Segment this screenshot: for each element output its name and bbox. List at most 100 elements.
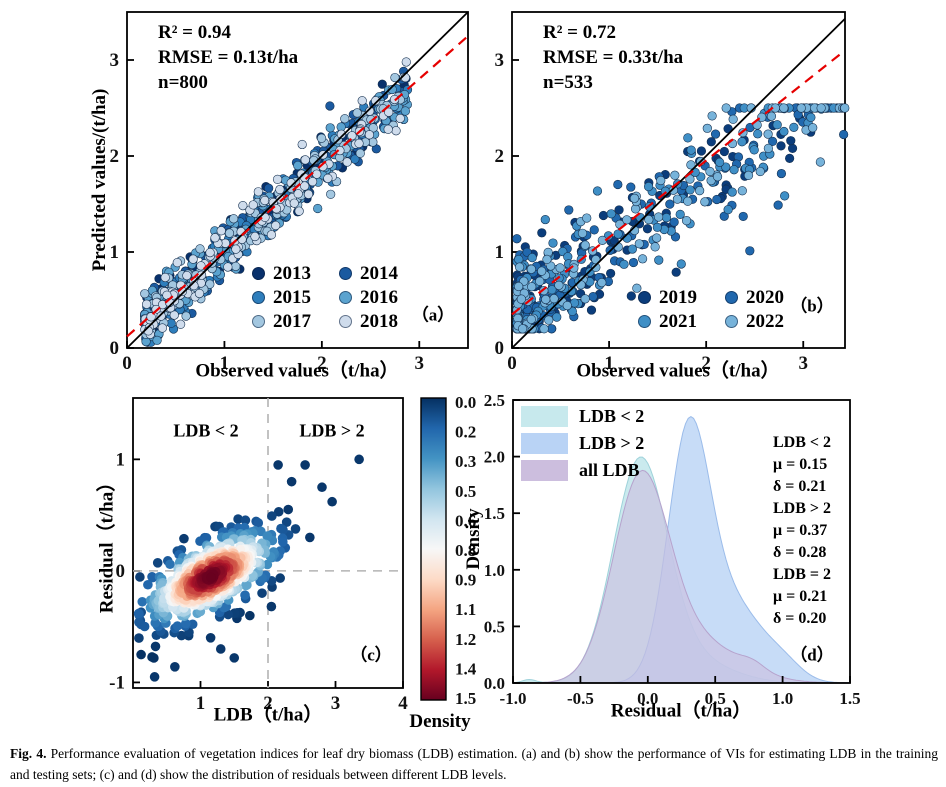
panel-d-stats: LDB < 2 μ = 0.15 δ = 0.21 LDB > 2 μ = 0.… xyxy=(773,432,831,630)
svg-text:0: 0 xyxy=(110,338,120,359)
svg-text:1: 1 xyxy=(110,242,120,263)
svg-text:1.2: 1.2 xyxy=(455,630,476,649)
legend-swatch-2014 xyxy=(339,267,352,280)
legend-swatch-2018 xyxy=(339,315,352,328)
svg-text:4: 4 xyxy=(398,693,408,714)
legend-swatch-2017 xyxy=(252,315,265,328)
svg-text:1.4: 1.4 xyxy=(455,659,477,678)
panel-b-stats: R² = 0.72 RMSE = 0.33t/ha n=533 xyxy=(543,20,683,95)
svg-text:2: 2 xyxy=(263,693,273,714)
legend-swatch-2015 xyxy=(252,291,265,304)
panel-a-plot: 0 1 2 3 0 1 2 3 xyxy=(110,11,469,374)
svg-text:0.3: 0.3 xyxy=(455,452,476,471)
legend-swatch-2019 xyxy=(638,291,651,304)
svg-text:2.5: 2.5 xyxy=(484,391,505,410)
svg-text:1: 1 xyxy=(116,449,126,470)
legend-label-LDB > 2: LDB > 2 xyxy=(579,433,645,453)
svg-text:0.8: 0.8 xyxy=(455,541,476,560)
panel-a-legend: 2013 2014 2015 2016 2017 2018 xyxy=(252,263,406,332)
panel-c-label: （c） xyxy=(350,645,392,665)
colorbar-title: Density xyxy=(409,711,471,732)
svg-text:0.0: 0.0 xyxy=(484,674,505,693)
colorbar: 0.0 0.2 0.3 0.5 0.6 0.8 0.9 1.1 1.2 1.4 1.5 xyxy=(420,393,477,708)
panel-a-ylabel: Predicted values/(t/ha) xyxy=(89,88,110,272)
svg-text:3: 3 xyxy=(110,50,120,71)
svg-text:3: 3 xyxy=(415,353,425,374)
legend-label-2019: 2019 xyxy=(659,287,697,308)
rmse-value: RMSE = 0.33t/ha xyxy=(543,47,684,68)
svg-text:0: 0 xyxy=(495,338,505,359)
legend-label-2015: 2015 xyxy=(273,287,311,308)
svg-text:0.0: 0.0 xyxy=(455,393,476,412)
svg-text:2: 2 xyxy=(317,353,327,374)
panel-c-plot: 1 2 3 4 -1 0 1 xyxy=(109,397,408,714)
stat-line: μ = 0.37 xyxy=(773,522,828,539)
svg-text:3: 3 xyxy=(331,693,341,714)
svg-text:0.5: 0.5 xyxy=(484,617,505,636)
svg-text:1: 1 xyxy=(196,693,206,714)
n-value: n=533 xyxy=(543,72,593,93)
legend-swatch-LDB < 2 xyxy=(521,406,568,427)
panel-d-ylabel: Density xyxy=(463,508,484,570)
panel-b-xlabel: Observed values（t/ha） xyxy=(576,360,780,382)
stat-line: δ = 0.21 xyxy=(773,478,827,495)
svg-text:-1: -1 xyxy=(109,672,125,693)
panel-d-legend: LDB < 2 LDB > 2 all LDB xyxy=(521,406,644,481)
figure-caption: Fig. 4. Performance evaluation of vegeta… xyxy=(10,744,938,786)
stat-line: LDB > 2 xyxy=(773,500,832,517)
panel-c-xlabel: LDB（t/ha） xyxy=(213,704,323,726)
stat-line: μ = 0.15 xyxy=(773,456,828,473)
panel-a-stats: R² = 0.94 RMSE = 0.13t/ha n=800 xyxy=(158,20,298,95)
stat-line: LDB = 2 xyxy=(773,566,832,583)
legend-swatch-2016 xyxy=(339,291,352,304)
legend-label-all LDB: all LDB xyxy=(579,460,640,480)
rmse-value: RMSE = 0.13t/ha xyxy=(158,47,299,68)
svg-text:1: 1 xyxy=(604,353,614,374)
legend-label-2022: 2022 xyxy=(746,311,784,332)
svg-text:0.9: 0.9 xyxy=(455,571,476,590)
quadrant-label-ldb-gt2: LDB > 2 xyxy=(299,420,365,441)
r2-value: R² = 0.94 xyxy=(158,22,231,43)
stat-line: δ = 0.28 xyxy=(773,544,827,561)
panel-d-xlabel: Residual（t/ha） xyxy=(610,700,752,722)
r2-value: R² = 0.72 xyxy=(543,22,616,43)
legend-swatch-all LDB xyxy=(521,460,568,481)
svg-text:0: 0 xyxy=(507,353,517,374)
svg-text:3: 3 xyxy=(495,50,505,71)
svg-text:1.5: 1.5 xyxy=(839,689,860,708)
legend-label-2018: 2018 xyxy=(360,311,398,332)
legend-swatch-2020 xyxy=(725,291,738,304)
svg-text:0.0: 0.0 xyxy=(637,689,658,708)
panel-c-ylabel: Residual（t/ha） xyxy=(96,472,118,614)
stat-line: LDB < 2 xyxy=(773,434,832,451)
svg-text:2: 2 xyxy=(701,353,711,374)
svg-text:1.5: 1.5 xyxy=(455,689,476,708)
caption-tag: Fig. 4. xyxy=(10,746,47,761)
legend-label-2014: 2014 xyxy=(360,263,398,284)
svg-text:0.5: 0.5 xyxy=(705,689,726,708)
svg-text:2: 2 xyxy=(495,146,505,167)
panel-b-legend: 2019 2020 2021 2022 xyxy=(638,287,792,332)
caption-text: Performance evaluation of vegetation ind… xyxy=(10,746,938,782)
legend-swatch-2013 xyxy=(252,267,265,280)
svg-text:0.5: 0.5 xyxy=(455,482,476,501)
svg-text:0: 0 xyxy=(116,561,126,582)
legend-swatch-LDB > 2 xyxy=(521,433,568,454)
legend-label-LDB < 2: LDB < 2 xyxy=(579,406,645,426)
panel-d-label: （d） xyxy=(790,645,834,665)
svg-text:-0.5: -0.5 xyxy=(567,689,594,708)
svg-text:0.6: 0.6 xyxy=(455,511,476,530)
panel-b-plot: 0 1 2 3 0 1 2 3 xyxy=(495,11,850,374)
svg-text:2: 2 xyxy=(110,146,120,167)
quadrant-label-ldb-lt2: LDB < 2 xyxy=(173,420,239,441)
svg-text:1.0: 1.0 xyxy=(484,561,505,580)
panel-d-plot: -1.0 -0.5 0.0 0.5 1.0 1.5 0.0 0.5 1.0 1.5 2.0 2.5 xyxy=(484,391,861,708)
svg-text:1.0: 1.0 xyxy=(772,689,793,708)
svg-text:1: 1 xyxy=(495,242,505,263)
svg-text:3: 3 xyxy=(799,353,809,374)
legend-label-2013: 2013 xyxy=(273,263,311,284)
svg-text:-1.0: -1.0 xyxy=(500,689,527,708)
legend-label-2017: 2017 xyxy=(273,311,311,332)
